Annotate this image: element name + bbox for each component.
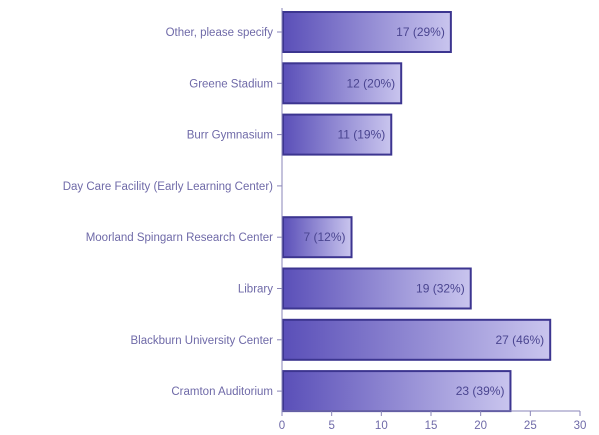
bar xyxy=(282,318,552,361)
x-tick-label: 0 xyxy=(279,420,285,432)
data-label: 23 (39%) xyxy=(456,384,505,398)
bars-layer xyxy=(282,11,552,413)
bar xyxy=(282,11,452,53)
category-label: Burr Gymnasium xyxy=(187,130,273,142)
x-tick-label: 15 xyxy=(425,420,438,432)
data-label: 17 (29%) xyxy=(396,25,445,39)
axis-layer xyxy=(277,8,581,416)
bar xyxy=(282,267,472,310)
x-tick-label: 30 xyxy=(574,420,587,432)
category-label: Other, please specify xyxy=(166,27,274,39)
category-label: Greene Stadium xyxy=(189,78,273,90)
data-label: 27 (46%) xyxy=(495,333,544,347)
x-tick-label: 20 xyxy=(474,420,487,432)
data-label: 12 (20%) xyxy=(346,76,395,90)
bar xyxy=(282,62,403,105)
data-label: 11 (19%) xyxy=(337,128,385,142)
category-label: Cramton Auditorium xyxy=(171,386,273,398)
category-label: Library xyxy=(238,284,273,296)
x-tick-label: 5 xyxy=(328,420,334,432)
category-label: Moorland Spingarn Research Center xyxy=(86,232,273,244)
data-label: 19 (32%) xyxy=(416,282,465,296)
category-label: Blackburn University Center xyxy=(130,335,273,347)
bar xyxy=(282,113,393,156)
x-tick-label: 10 xyxy=(375,420,388,432)
bar xyxy=(282,216,353,259)
category-label: Day Care Facility (Early Learning Center… xyxy=(63,181,273,193)
labels-layer: 0 5 10 15 20 25 30 Other, please specify 17 (29%… xyxy=(63,25,587,432)
data-label: 7 (12%) xyxy=(304,230,346,244)
x-tick-label: 25 xyxy=(524,420,537,432)
